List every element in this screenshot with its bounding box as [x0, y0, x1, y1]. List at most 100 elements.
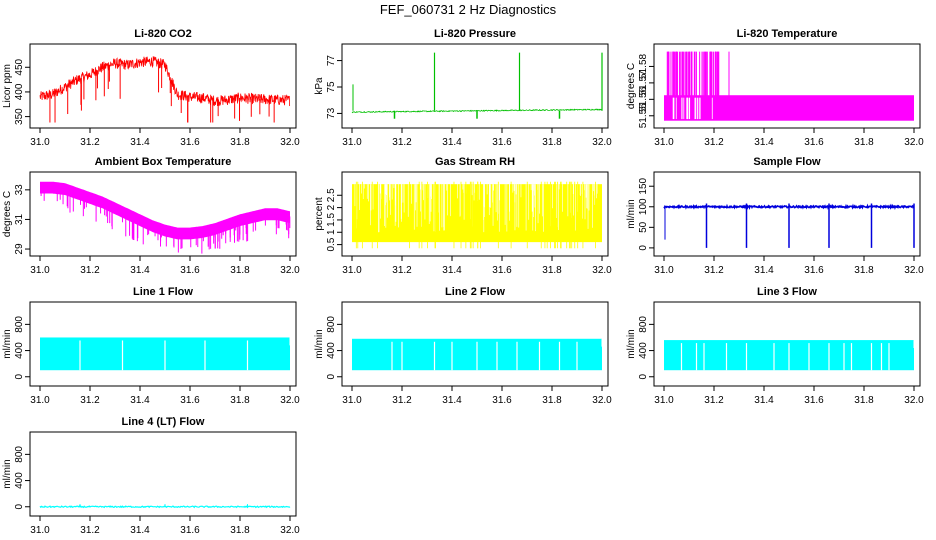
- plot-frame: [29, 431, 297, 517]
- x-tick-label: 31.8: [854, 137, 874, 148]
- y-tick-label: 1.5: [326, 213, 337, 227]
- y-tick-label: 800: [14, 316, 25, 333]
- x-tick-label: 31.0: [342, 265, 362, 276]
- x-tick-label: 31.4: [754, 265, 774, 276]
- x-tick-label: 31.6: [180, 395, 200, 406]
- y-tick-label: 0: [638, 245, 649, 251]
- x-tick-label: 31.6: [492, 395, 512, 406]
- chart-panel-l2: Line 2 Flow ml/min 31.0 31.2 31.4 31.6 31.8 32.…: [314, 286, 612, 406]
- chart-panel-temp: Li-820 Temperature degrees C 31.0 31.2 31.4 3…: [626, 28, 924, 148]
- y-tick-label: 73: [326, 107, 337, 119]
- y-axis-label: ml/min: [626, 329, 637, 358]
- x-tick-label: 31.2: [704, 395, 724, 406]
- figure-title: FEF_060731 2 Hz Diagnostics: [379, 2, 557, 17]
- y-tick-label: 400: [14, 83, 25, 100]
- plot-frame: [341, 43, 609, 129]
- data-series: [352, 181, 602, 249]
- x-tick-label: 31.0: [342, 137, 362, 148]
- y-tick-label: 0: [14, 504, 25, 510]
- series-line: [351, 108, 603, 114]
- chart-panel-box: Ambient Box Temperature degrees C 31.0 31.2…: [2, 156, 300, 276]
- x-tick-label: 31.4: [754, 137, 774, 148]
- y-tick-label: 77: [326, 55, 337, 67]
- y-axis-label: ml/min: [2, 459, 13, 488]
- x-tick-label: 31.6: [492, 265, 512, 276]
- x-tick-label: 32.0: [904, 265, 924, 276]
- x-tick-label: 31.0: [342, 395, 362, 406]
- x-tick-label: 31.8: [230, 137, 250, 148]
- x-tick-label: 32.0: [280, 395, 300, 406]
- x-tick-label: 31.4: [130, 265, 150, 276]
- data-series: [39, 504, 291, 509]
- y-axis-label: ml/min: [2, 329, 13, 358]
- x-tick-label: 31.2: [80, 395, 100, 406]
- chart-title: Line 2 Flow: [445, 286, 505, 298]
- x-tick-label: 31.0: [30, 395, 50, 406]
- y-tick-label: 400: [638, 342, 649, 359]
- data-series: [663, 203, 915, 248]
- y-tick-label: 1: [326, 229, 337, 235]
- y-tick-label: 2.5: [326, 188, 337, 202]
- y-tick-label: 0.5: [326, 237, 337, 251]
- x-tick-label: 31.4: [130, 525, 150, 536]
- chart-title: Line 1 Flow: [133, 286, 193, 298]
- y-axis-label: percent: [314, 197, 325, 231]
- y-tick-label: 400: [14, 342, 25, 359]
- x-tick-label: 31.2: [392, 265, 412, 276]
- y-tick-label: 50: [638, 221, 649, 233]
- x-tick-label: 32.0: [280, 137, 300, 148]
- y-axis-label: kPa: [314, 77, 325, 95]
- chart-title: Sample Flow: [753, 156, 821, 168]
- x-tick-label: 31.2: [80, 525, 100, 536]
- x-tick-label: 31.6: [804, 265, 824, 276]
- x-tick-label: 31.2: [392, 395, 412, 406]
- plot-frame: [29, 171, 297, 257]
- x-tick-label: 32.0: [592, 265, 612, 276]
- x-tick-label: 31.2: [704, 265, 724, 276]
- y-tick-label: 0: [14, 374, 25, 380]
- plot-frame: [653, 43, 921, 129]
- y-tick-label: 33: [14, 184, 25, 196]
- x-tick-label: 31.2: [80, 265, 100, 276]
- plot-frame: [341, 301, 609, 387]
- series-line: [39, 56, 291, 107]
- y-tick-label: 51.56: [638, 86, 649, 111]
- data-series: [351, 52, 603, 119]
- x-tick-label: 31.0: [654, 395, 674, 406]
- x-tick-label: 31.6: [804, 395, 824, 406]
- chart-panel-sflow: Sample Flow ml/min 31.0 31.2 31.4 31.6 31.8 32.…: [626, 156, 924, 276]
- x-tick-label: 31.4: [130, 395, 150, 406]
- y-tick-label: 0: [638, 374, 649, 380]
- x-tick-label: 31.6: [180, 265, 200, 276]
- data-series: [40, 181, 291, 254]
- data-series: [664, 340, 915, 371]
- chart-panel-co2: Li-820 CO2 Licor ppm 31.0 31.2 31.4 31.6 31.8 3…: [2, 28, 300, 148]
- chart-panel-l4: Line 4 (LT) Flow ml/min 31.0 31.2 31.4 31.6 31…: [2, 416, 300, 536]
- x-tick-label: 31.2: [704, 137, 724, 148]
- chart-panel-l1: Line 1 Flow ml/min 31.0 31.2 31.4 31.6 31.8 32.…: [2, 286, 300, 406]
- y-axis-label: ml/min: [626, 199, 637, 228]
- y-tick-label: 75: [326, 81, 337, 93]
- y-tick-label: 51.55: [638, 103, 649, 128]
- x-tick-label: 31.6: [180, 137, 200, 148]
- x-tick-label: 31.4: [442, 395, 462, 406]
- chart-title: Gas Stream RH: [435, 156, 515, 168]
- plot-frame: [29, 301, 297, 387]
- x-tick-label: 31.8: [854, 395, 874, 406]
- x-tick-label: 31.6: [804, 137, 824, 148]
- data-series: [352, 338, 603, 371]
- x-tick-label: 31.4: [442, 265, 462, 276]
- chart-panel-l3: Line 3 Flow ml/min 31.0 31.2 31.4 31.6 31.8 32.…: [626, 286, 924, 406]
- chart-panel-press: Li-820 Pressure kPa 31.0 31.2 31.4 31.6 31.8 32…: [314, 28, 612, 148]
- y-tick-label: 800: [14, 446, 25, 463]
- y-axis-label: degrees C: [2, 191, 13, 237]
- y-tick-label: 31: [14, 213, 25, 225]
- plot-frame: [341, 171, 609, 257]
- chart-panel-rh: Gas Stream RH percent 31.0 31.2 31.4 31.6 31.8…: [314, 156, 612, 276]
- chart-title: Line 3 Flow: [757, 286, 817, 298]
- x-tick-label: 31.8: [542, 137, 562, 148]
- data-series: [39, 56, 291, 123]
- data-series: [664, 51, 914, 121]
- x-tick-label: 31.4: [130, 137, 150, 148]
